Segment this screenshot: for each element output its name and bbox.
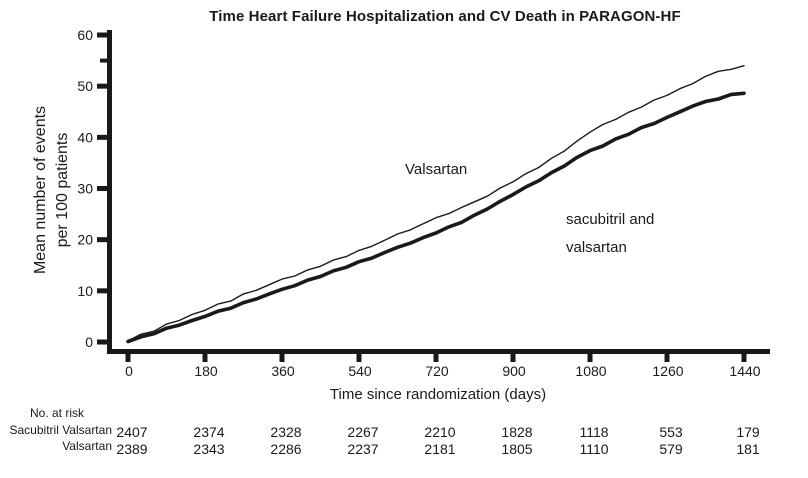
at-risk-cell: 2407	[116, 424, 148, 440]
x-axis-title: Time since randomization (days)	[329, 386, 547, 403]
series-label-sacubitril-line1: sacubitril and	[566, 211, 655, 228]
at-risk-cell: 1828	[501, 424, 533, 440]
at-risk-cell: 553	[659, 424, 683, 440]
series-line-valsartan	[127, 64, 745, 342]
series-line-sacubitril-valsartan	[126, 91, 746, 344]
x-axis-tick-label: 180	[194, 363, 218, 379]
chart-title: Time Heart Failure Hospitalization and C…	[209, 8, 681, 25]
x-axis-tick	[510, 354, 516, 362]
at-risk-cell: 181	[736, 441, 760, 457]
y-axis-tick-label: 60	[77, 27, 93, 43]
y-axis-spine	[107, 30, 112, 354]
at-risk-row-label-valsartan: Valsartan	[62, 439, 112, 453]
x-axis-spine	[107, 349, 770, 354]
at-risk-cell: 2389	[116, 441, 148, 457]
y-axis-tick	[97, 237, 107, 243]
at-risk-cell: 2286	[270, 441, 302, 457]
x-axis-tick	[433, 354, 439, 362]
y-axis-tick	[97, 288, 107, 294]
series-label-sacubitril-valsartan: sacubitril and valsartan	[566, 206, 654, 262]
at-risk-cell: 179	[736, 424, 760, 440]
y-axis-tick	[97, 134, 107, 140]
y-axis-tick	[97, 339, 107, 345]
x-axis-tick-label: 540	[348, 363, 372, 379]
y-axis-tick-label: 20	[77, 232, 93, 248]
at-risk-cell: 579	[659, 441, 683, 457]
at-risk-cell: 2328	[270, 424, 302, 440]
y-axis-tick-label: 40	[77, 129, 93, 145]
y-axis-tick-label: 30	[77, 181, 93, 197]
at-risk-cell: 2343	[193, 441, 225, 457]
x-axis-tick	[356, 354, 362, 362]
y-axis-tick-label: 50	[77, 78, 93, 94]
at-risk-cell: 2267	[347, 424, 379, 440]
y-axis-tick	[97, 32, 107, 38]
y-axis-tick-label: 0	[85, 334, 93, 350]
x-axis-tick-label: 720	[425, 363, 449, 379]
y-axis-tick	[97, 186, 107, 191]
x-axis-tick	[741, 354, 747, 362]
x-axis-tick-label: 900	[502, 363, 526, 379]
y-axis-minor-tick	[100, 58, 107, 63]
x-axis-tick	[587, 354, 593, 362]
at-risk-cell: 2210	[424, 424, 456, 440]
y-axis-tick-label: 10	[77, 283, 93, 299]
at-risk-cell: 1805	[501, 441, 533, 457]
at-risk-header: No. at risk	[30, 406, 85, 420]
x-axis-tick	[279, 354, 285, 362]
series-label-valsartan: Valsartan	[405, 161, 468, 178]
at-risk-cell: 2181	[424, 441, 456, 457]
x-axis-tick	[664, 354, 670, 362]
at-risk-cell: 1110	[579, 441, 609, 457]
at-risk-cell: 2237	[347, 441, 379, 457]
x-axis-tick	[202, 354, 208, 362]
at-risk-cell: 1118	[579, 424, 609, 440]
x-axis-tick-label: 1080	[575, 363, 606, 379]
at-risk-cell: 2374	[193, 424, 225, 440]
x-axis-tick-label: 1440	[729, 363, 760, 379]
series-label-sacubitril-line2: valsartan	[566, 239, 627, 256]
x-axis-tick-label: 1260	[652, 363, 683, 379]
x-axis-tick	[125, 354, 131, 362]
x-axis-tick-label: 360	[271, 363, 295, 379]
y-axis-tick	[97, 83, 107, 89]
at-risk-row-label-sacubitril-valsartan: Sacubitril Valsartan	[9, 423, 113, 437]
x-axis-tick-label: 0	[125, 363, 133, 379]
